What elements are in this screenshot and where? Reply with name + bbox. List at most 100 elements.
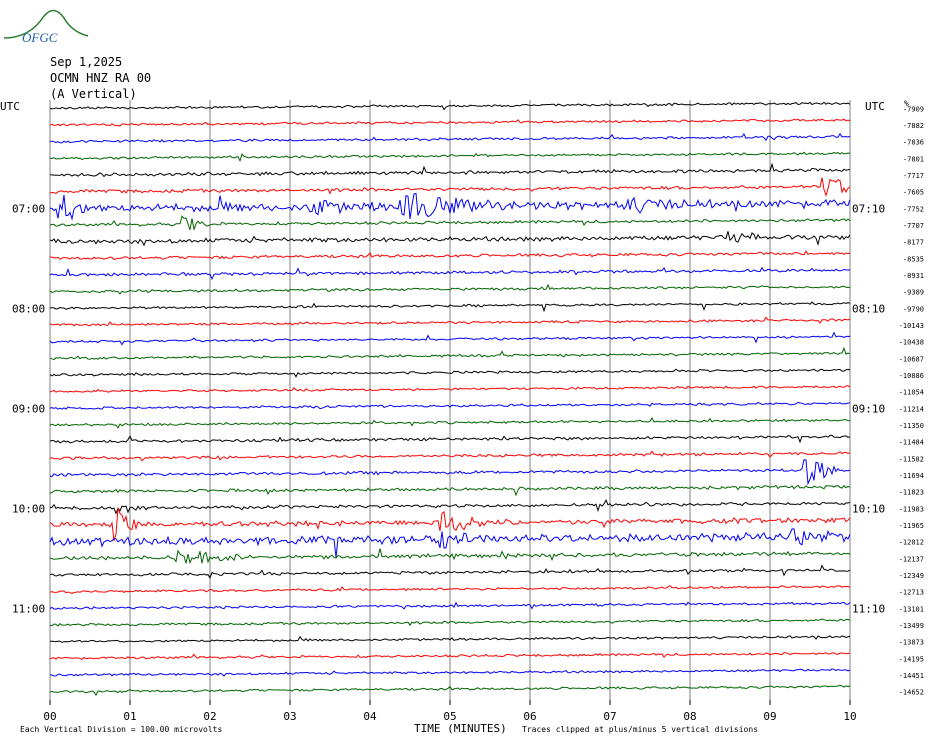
trace-offset-label-19: -11214 (899, 405, 924, 413)
trace-offset-label-9: -8177 (903, 239, 924, 247)
trace-offset-label-10: -8535 (903, 255, 924, 263)
trace-22 (49, 450, 851, 462)
station-label: OCMN HNZ RA 00 (50, 71, 152, 85)
x-tick-label-09: 09 (763, 710, 776, 723)
trace-5 (49, 162, 851, 178)
trace-offset-label-16: -10687 (899, 355, 924, 363)
trace-offset-label-33: -13873 (899, 639, 924, 647)
trace-offset-label-27: -12012 (899, 539, 924, 547)
trace-19 (49, 401, 851, 410)
x-tick-label-06: 06 (523, 710, 536, 723)
trace-9 (49, 231, 851, 247)
time-label-left-2: 09:00 (12, 402, 45, 415)
time-label-left-3: 10:00 (12, 502, 45, 515)
utc-label-left: UTC (0, 100, 20, 113)
plot-header: Sep 1,2025 OCMN HNZ RA 00 (A Vertical) (50, 54, 151, 102)
trace-26 (49, 507, 851, 541)
trace-offset-label-32: -13499 (899, 622, 924, 630)
date-label: Sep 1,2025 (50, 55, 123, 69)
trace-offset-label-20: -11350 (899, 422, 924, 430)
trace-offset-label-15: -10438 (899, 339, 924, 347)
time-label-right-4: 11:10 (852, 602, 885, 615)
trace-4 (49, 151, 851, 163)
time-label-left-0: 07:00 (12, 202, 45, 215)
x-tick-label-05: 05 (443, 710, 456, 723)
trace-offset-label-25: -11983 (899, 505, 924, 513)
trace-10 (49, 250, 851, 261)
x-tick-label-02: 02 (203, 710, 216, 723)
trace-offset-label-18: -11054 (899, 389, 924, 397)
offset-header: % (904, 99, 909, 108)
logo-text: OFGC (22, 30, 58, 45)
x-tick-label-07: 07 (603, 710, 616, 723)
trace-offset-label-21: -11484 (899, 439, 924, 447)
trace-34 (49, 651, 851, 661)
trace-offset-label-13: -9790 (903, 305, 924, 313)
x-tick-label-08: 08 (683, 710, 696, 723)
seismic-traces (49, 101, 851, 697)
trace-35 (50, 668, 851, 677)
trace-offset-label-1: -7909 (903, 105, 924, 113)
time-label-left-1: 08:00 (12, 302, 45, 315)
trace-1 (49, 101, 851, 111)
time-label-left-4: 11:00 (12, 602, 45, 615)
trace-offset-label-35: -14451 (899, 672, 924, 680)
axis-labels: 00 01 02 03 04 05 06 07 08 09 10 -7909 -7882 -7836 -78… (12, 105, 924, 723)
vertical-division-note: Each Vertical Division = 100.00 microvol… (20, 725, 222, 734)
x-tick-label-03: 03 (283, 710, 296, 723)
trace-offset-label-4: -7801 (903, 155, 924, 163)
trace-31 (49, 601, 851, 610)
component-label: (A Vertical) (50, 87, 137, 101)
trace-15 (49, 331, 851, 346)
trace-offset-label-6: -7605 (903, 189, 924, 197)
x-tick-label-00: 00 (43, 710, 56, 723)
utc-label-right: UTC (865, 100, 885, 113)
trace-8 (49, 215, 851, 230)
trace-offset-label-11: -8931 (903, 272, 924, 280)
trace-3 (49, 132, 851, 144)
trace-24 (49, 484, 851, 497)
trace-23 (49, 459, 851, 486)
x-tick-label-04: 04 (363, 710, 377, 723)
trace-offset-label-28: -12137 (899, 555, 924, 563)
trace-18 (49, 385, 851, 393)
time-label-right-0: 07:10 (852, 202, 885, 215)
x-tick-label-10: 10 (843, 710, 856, 723)
time-label-right-3: 10:10 (852, 502, 885, 515)
trace-13 (49, 301, 851, 313)
trace-30 (49, 585, 851, 595)
trace-33 (49, 635, 851, 643)
trace-36 (49, 684, 851, 697)
trace-offset-label-5: -7717 (903, 172, 924, 180)
trace-offset-label-34: -14195 (899, 655, 924, 663)
ofgc-logo: OFGC (0, 2, 90, 47)
trace-offset-label-22: -11582 (899, 455, 924, 463)
trace-offset-label-8: -7707 (903, 222, 924, 230)
trace-21 (49, 434, 851, 444)
x-axis-title: TIME (MINUTES) (414, 722, 507, 735)
trace-27 (49, 528, 851, 558)
trace-offset-label-7: -7752 (903, 205, 924, 213)
trace-7 (49, 192, 851, 221)
trace-14 (49, 316, 851, 327)
trace-offset-label-17: -10886 (899, 372, 924, 380)
trace-17 (49, 368, 851, 378)
trace-offset-label-24: -11823 (899, 489, 924, 497)
trace-25 (49, 499, 851, 515)
trace-20 (49, 416, 851, 429)
trace-offset-label-36: -14652 (899, 689, 924, 697)
trace-offset-label-29: -12349 (899, 572, 924, 580)
trace-offset-label-14: -10143 (899, 322, 924, 330)
minute-gridlines (49, 100, 851, 705)
trace-29 (49, 564, 851, 580)
trace-offset-label-26: -11965 (899, 522, 924, 530)
logo-mountain-icon (3, 9, 89, 39)
x-tick-label-01: 01 (123, 710, 136, 723)
trace-offset-label-23: -11694 (899, 472, 924, 480)
time-label-right-1: 08:10 (852, 302, 885, 315)
trace-16 (49, 347, 851, 361)
trace-2 (49, 118, 851, 127)
clip-note: Traces clipped at plus/minus 5 vertical … (522, 725, 758, 734)
trace-28 (49, 548, 851, 565)
